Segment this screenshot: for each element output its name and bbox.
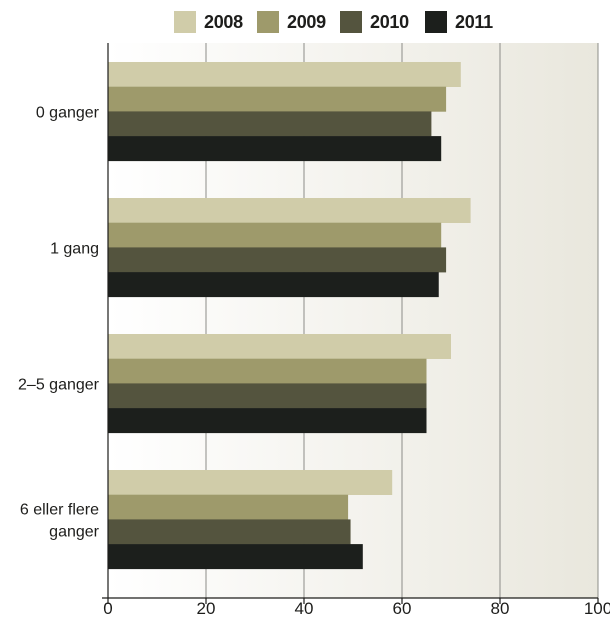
- bars: [108, 62, 471, 570]
- legend-label: 2011: [455, 11, 493, 32]
- legend-item: 2009: [257, 8, 326, 36]
- bar: [108, 62, 461, 87]
- category-labels: 0 ganger 1 gang 2–5 ganger 6 eller flere gan…: [18, 104, 100, 540]
- x-tick-label: 100: [584, 599, 610, 618]
- legend-swatch: [174, 11, 196, 33]
- chart-legend: 2008 2009 2010 2011: [0, 8, 610, 36]
- bar: [108, 519, 351, 545]
- bar: [108, 86, 447, 112]
- bar: [108, 222, 442, 248]
- bar: [108, 383, 427, 409]
- bar: [108, 408, 427, 434]
- category-label: 0 ganger: [36, 104, 100, 121]
- bar: [108, 334, 451, 359]
- bar: [108, 544, 363, 570]
- bar: [108, 470, 393, 495]
- legend-swatch: [257, 11, 279, 33]
- category-label: 1 gang: [50, 240, 99, 257]
- legend-label: 2009: [287, 11, 326, 32]
- x-tick-labels: 0 20 40 60 80 100: [103, 599, 610, 618]
- bar: [108, 272, 439, 298]
- bar: [108, 247, 447, 273]
- legend-swatch: [340, 11, 362, 33]
- bar: [108, 111, 432, 137]
- x-tick-label: 0: [103, 599, 112, 618]
- bar: [108, 358, 427, 384]
- axes: [102, 43, 599, 604]
- category-label: 2–5 ganger: [18, 376, 100, 393]
- legend-item: 2011: [425, 8, 493, 36]
- x-tick-label: 20: [197, 599, 216, 618]
- bar: [108, 198, 471, 223]
- legend-item: 2010: [340, 8, 409, 36]
- category-label: 6 eller flere ganger: [20, 501, 100, 540]
- legend-item: 2008: [174, 8, 243, 36]
- legend-swatch: [425, 11, 447, 33]
- legend-label: 2008: [204, 11, 243, 32]
- bar: [108, 136, 442, 162]
- bar: [108, 494, 349, 520]
- x-tick-label: 60: [393, 599, 412, 618]
- x-tick-label: 40: [295, 599, 314, 618]
- x-tick-label: 80: [491, 599, 510, 618]
- legend-label: 2010: [370, 11, 409, 32]
